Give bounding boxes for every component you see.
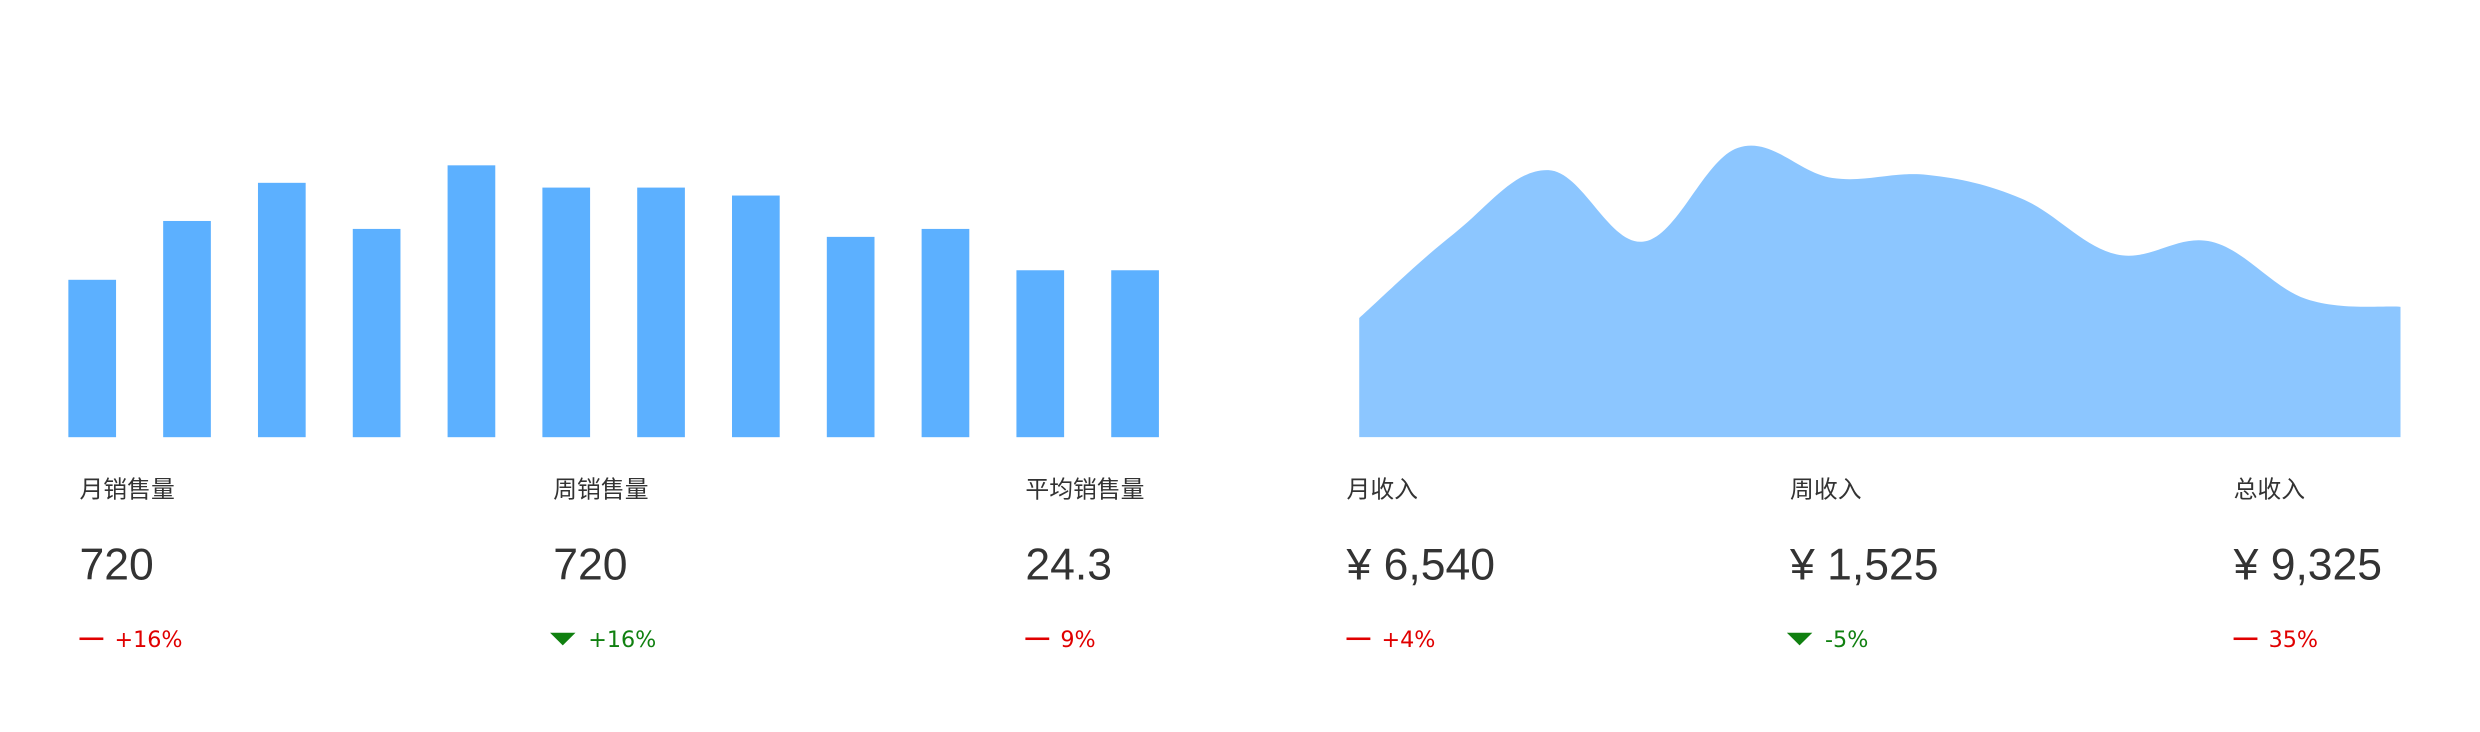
bar <box>447 165 496 438</box>
bar <box>826 236 875 438</box>
trend-flat-icon <box>1025 637 1050 641</box>
stat-change: +16% <box>114 627 182 653</box>
bar <box>637 187 685 438</box>
stat-value: ¥ 9,325 <box>2233 540 2382 589</box>
trend-flat-icon <box>2233 637 2258 641</box>
bar <box>1111 270 1159 438</box>
stat-change: -5% <box>1825 627 1868 653</box>
trend-flat-icon <box>79 637 104 641</box>
stat-value: 720 <box>79 540 153 589</box>
bar <box>352 228 401 438</box>
stat-change: 9% <box>1060 627 1095 653</box>
stat-label: 月收入 <box>1347 476 1418 504</box>
stat-label: 周销售量 <box>553 476 648 504</box>
bar <box>163 220 211 438</box>
bar <box>68 279 117 438</box>
trend-flat-icon <box>1346 637 1371 641</box>
stat-value: ¥ 6,540 <box>1346 540 1495 589</box>
stat-label: 总收入 <box>2234 476 2305 504</box>
stat-value: ¥ 1,525 <box>1789 540 1938 589</box>
stat-value: 24.3 <box>1025 540 1112 589</box>
stat-change: +4% <box>1381 627 1435 653</box>
stat-change: 35% <box>2269 627 2318 653</box>
stat-value: 720 <box>553 540 627 589</box>
stat-label: 平均销售量 <box>1025 476 1144 504</box>
bar <box>257 182 306 438</box>
bar <box>732 195 780 438</box>
bar <box>921 228 970 438</box>
trend-down-icon <box>550 632 576 646</box>
stat-label: 周收入 <box>1790 476 1861 504</box>
bar <box>542 187 591 438</box>
stat-change: +16% <box>588 627 656 653</box>
trend-down-icon <box>1786 632 1813 646</box>
area <box>1359 145 2401 438</box>
bar <box>1016 270 1065 438</box>
stat-label: 月销售量 <box>79 476 174 504</box>
